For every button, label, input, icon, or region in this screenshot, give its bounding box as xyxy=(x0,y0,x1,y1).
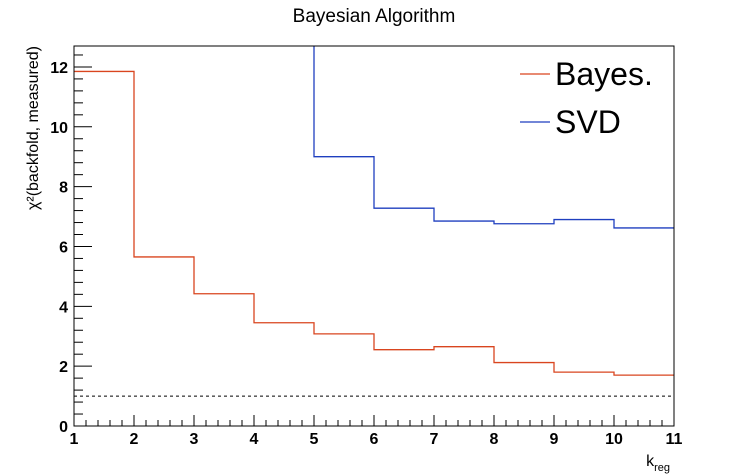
series-line-svd xyxy=(313,46,674,229)
y-tick-label: 10 xyxy=(50,120,68,137)
x-axis-title-sub: reg xyxy=(654,462,670,474)
x-axis: 1 2 3 4 5 6 7 8 9 10 11 xyxy=(70,415,683,448)
chart-title: Bayesian Algorithm xyxy=(293,6,456,27)
legend: Bayes. SVD xyxy=(520,56,653,140)
y-axis: 0 2 4 6 8 10 12 xyxy=(50,54,92,436)
y-tick-label: 4 xyxy=(59,299,68,316)
x-tick-label: 7 xyxy=(430,431,439,448)
x-tick-label: 9 xyxy=(550,431,559,448)
x-tick-label: 4 xyxy=(250,431,259,448)
legend-label: SVD xyxy=(555,104,621,140)
y-tick-label: 0 xyxy=(59,419,68,436)
x-tick-label: 1 xyxy=(70,431,79,448)
x-axis-title-main: k xyxy=(646,453,655,470)
y-axis-title: χ²(backfold, measured) xyxy=(25,46,42,210)
x-tick-label: 10 xyxy=(605,431,623,448)
series-line-bayes xyxy=(74,70,674,376)
series-layer xyxy=(74,46,674,376)
legend-label: Bayes. xyxy=(555,56,653,92)
x-tick-label: 2 xyxy=(130,431,139,448)
x-tick-label: 11 xyxy=(666,431,683,448)
y-tick-label: 12 xyxy=(50,60,68,77)
y-tick-label: 2 xyxy=(59,359,68,376)
plot-frame xyxy=(73,45,675,427)
y-tick-label: 8 xyxy=(59,180,68,197)
y-tick-label: 6 xyxy=(59,239,68,256)
x-axis-title: kreg xyxy=(646,453,670,474)
x-tick-label: 3 xyxy=(190,431,199,448)
x-tick-label: 8 xyxy=(490,431,499,448)
x-tick-label: 5 xyxy=(310,431,319,448)
x-tick-label: 6 xyxy=(370,431,379,448)
